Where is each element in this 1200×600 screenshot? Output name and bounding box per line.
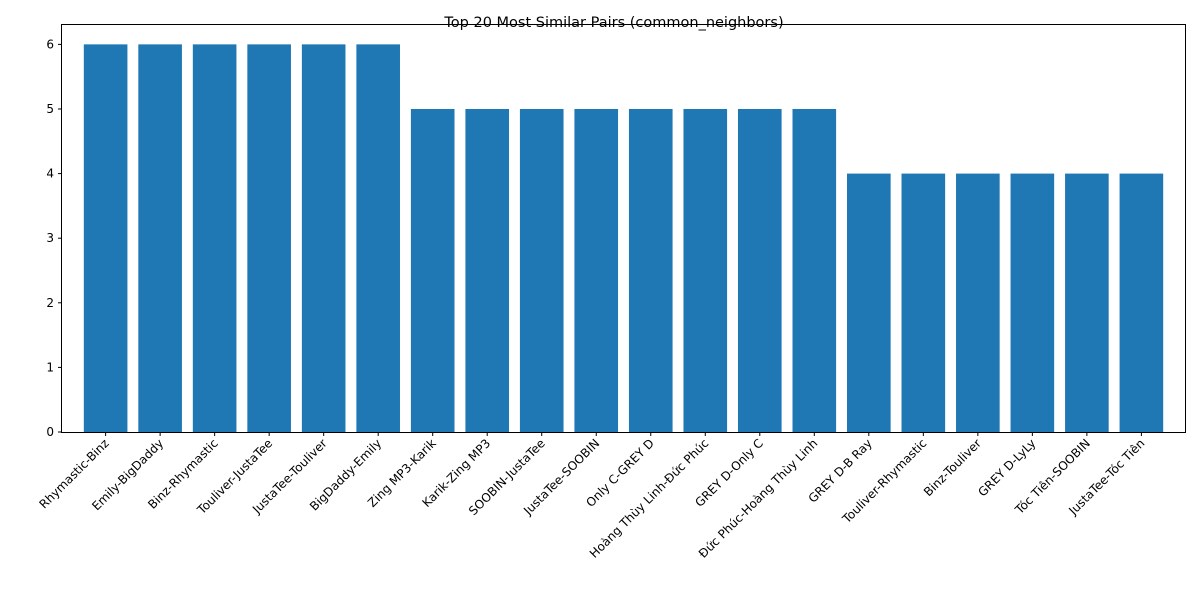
bar-12 — [683, 108, 728, 432]
y-tick-label: 2 — [46, 296, 54, 310]
y-tick-label: 6 — [46, 37, 54, 51]
bar-2 — [138, 44, 182, 432]
bar-18 — [1010, 173, 1055, 432]
bar-10 — [574, 108, 619, 432]
bar-16 — [901, 173, 946, 432]
bar-4 — [247, 44, 291, 432]
bar-17 — [956, 173, 1000, 432]
bar-20 — [1119, 173, 1164, 432]
chart-title: Top 20 Most Similar Pairs (common_neighb… — [443, 15, 783, 31]
bar-15 — [847, 173, 891, 432]
bar-14 — [792, 108, 837, 432]
bar-9 — [519, 108, 564, 432]
bar-8 — [465, 108, 510, 432]
bar-19 — [1065, 173, 1109, 432]
x-tick-label: Đức Phúc-Hoàng Thùy Linh — [696, 436, 821, 561]
bar-6 — [356, 44, 400, 432]
y-tick-label: 0 — [46, 425, 54, 439]
y-axis: 0 1 2 3 4 5 6 — [46, 37, 62, 439]
bar-7 — [410, 108, 455, 432]
plot-frame — [61, 24, 1186, 433]
x-axis: Rhymastic-BinzEmily-BigDaddyBinz-Rhymast… — [37, 432, 1148, 561]
bar-11 — [628, 108, 673, 432]
bars-layer — [83, 44, 1164, 432]
y-tick-label: 5 — [46, 102, 54, 116]
y-tick-label: 4 — [46, 167, 54, 181]
bar-3 — [192, 44, 237, 432]
y-tick-label: 3 — [46, 231, 54, 245]
bar-13 — [737, 108, 782, 432]
y-tick-label: 1 — [46, 360, 54, 374]
bar-5 — [301, 44, 346, 432]
bar-1 — [83, 44, 128, 432]
